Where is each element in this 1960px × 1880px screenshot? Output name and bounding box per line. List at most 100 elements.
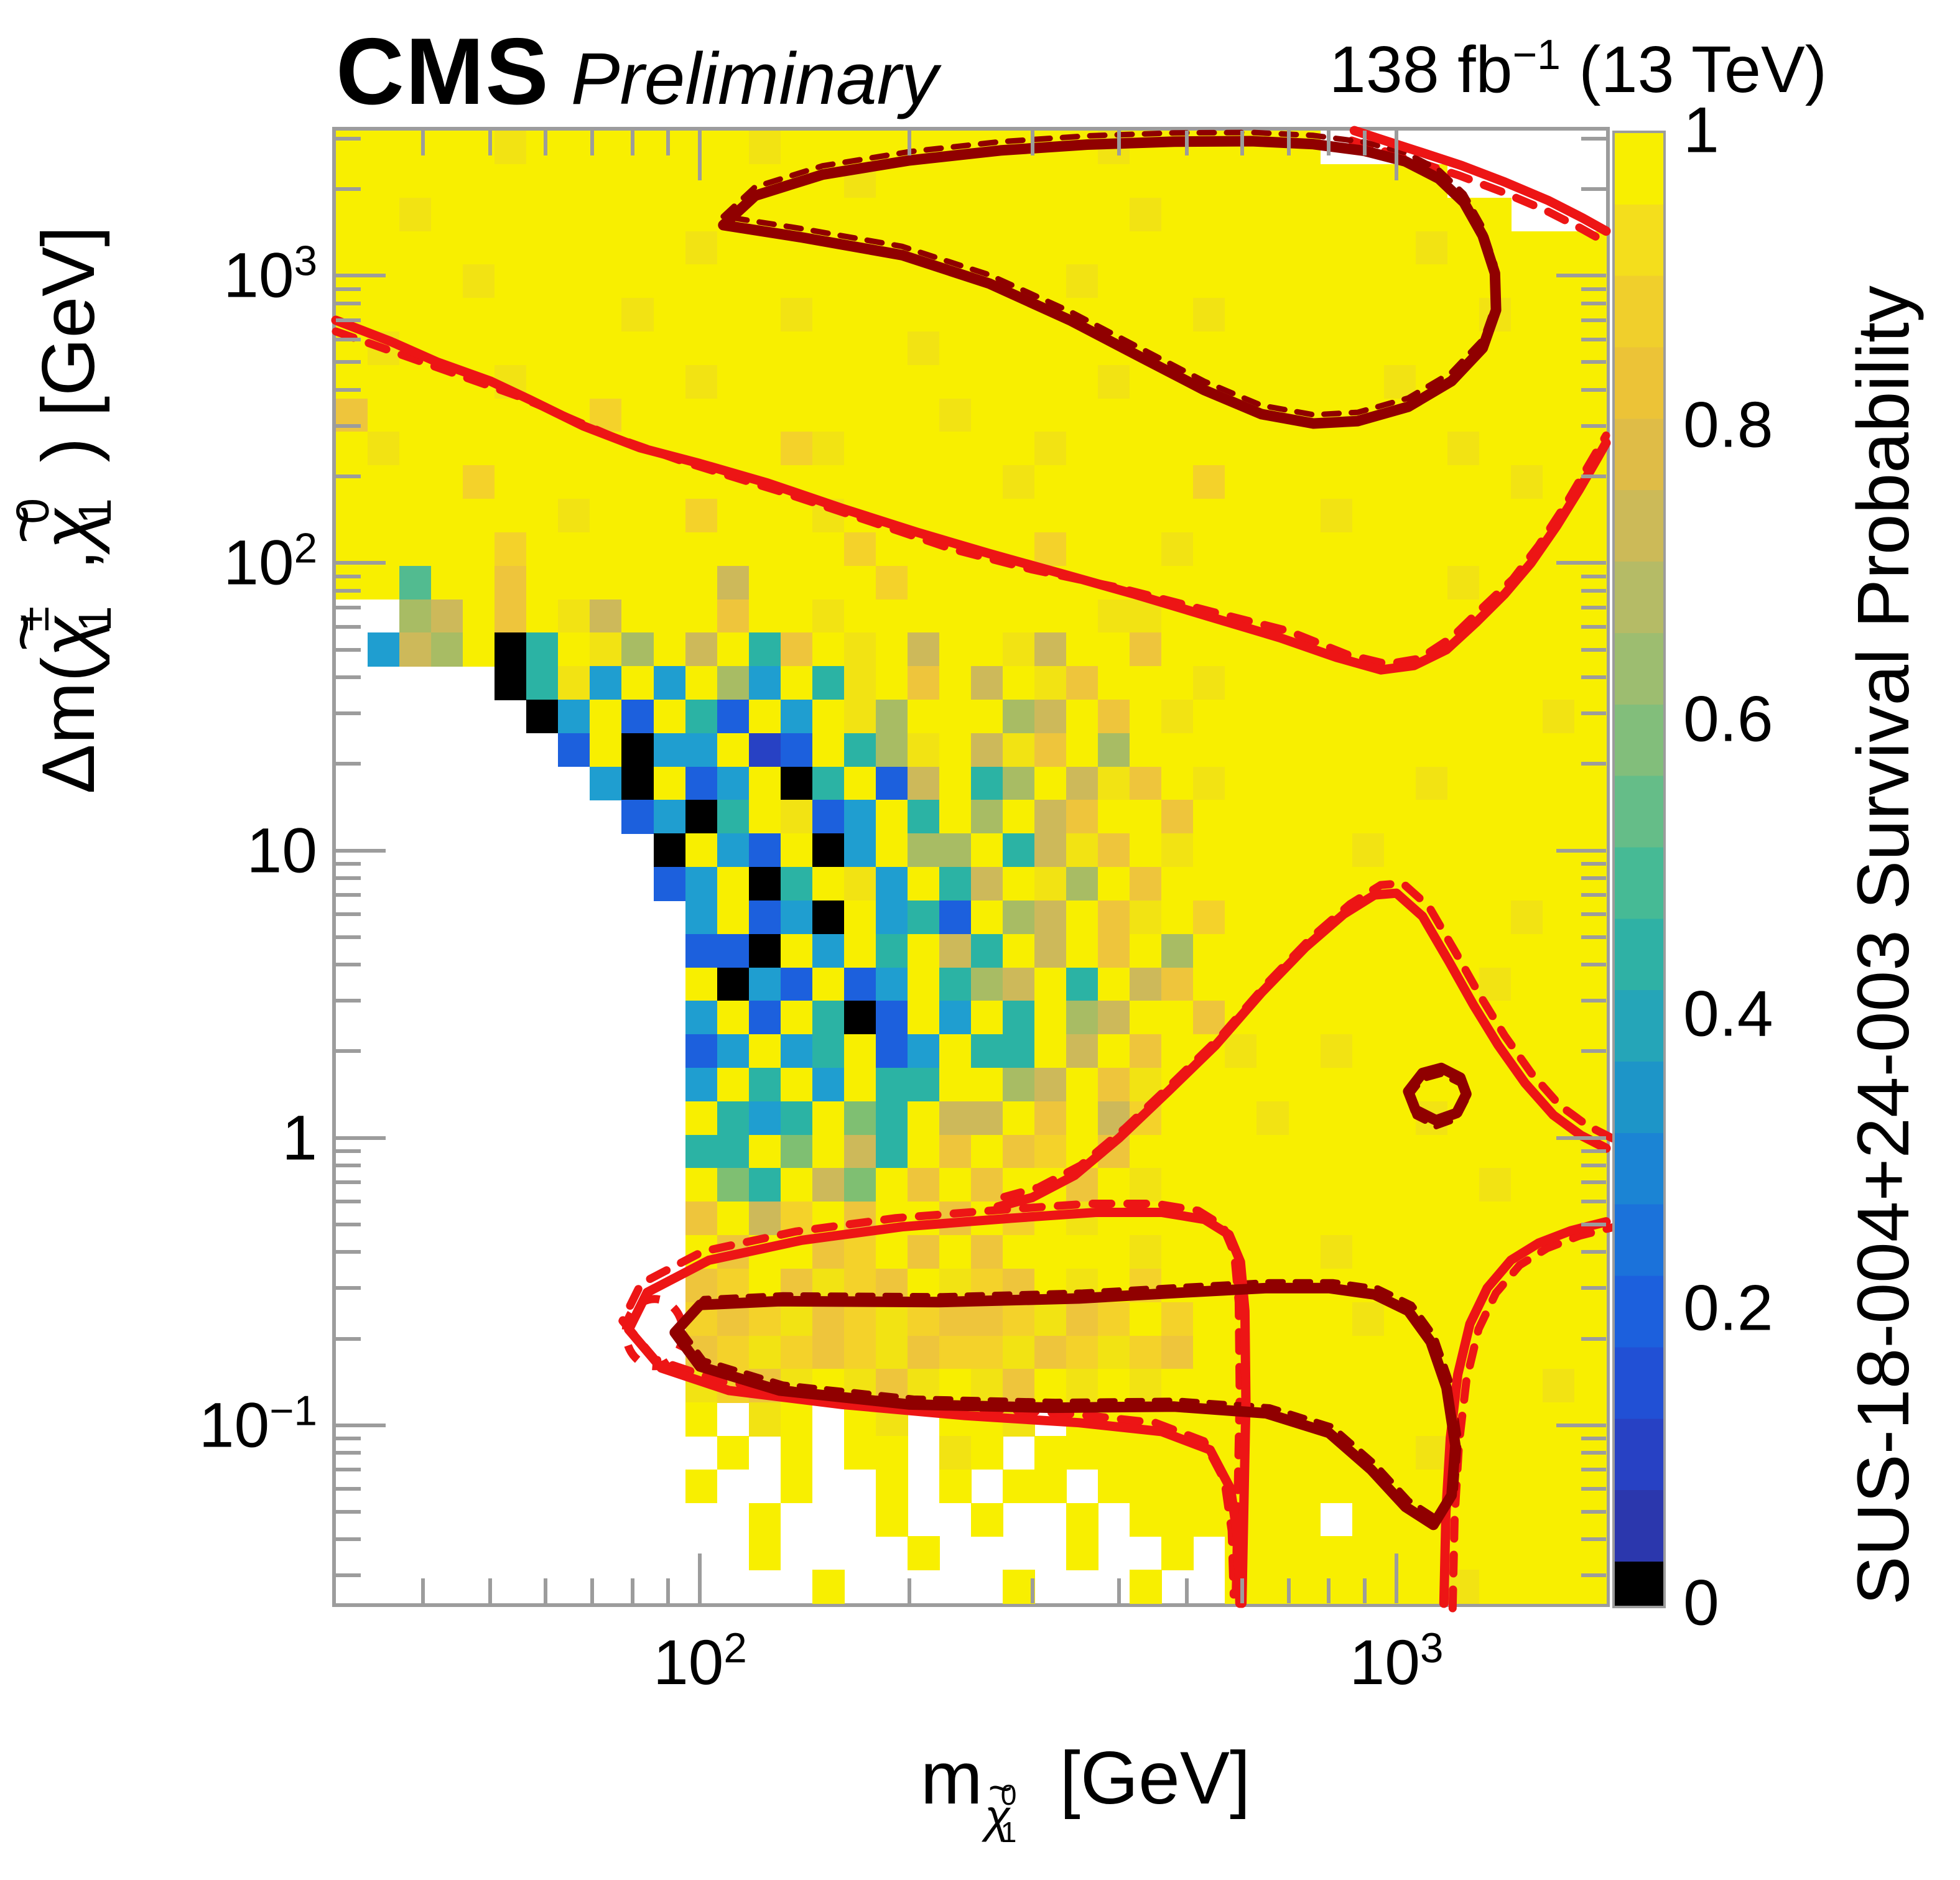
heatmap-cell bbox=[463, 231, 495, 266]
heatmap-cell bbox=[1415, 298, 1448, 332]
heatmap-cell bbox=[590, 565, 623, 600]
heatmap-cell bbox=[907, 1134, 940, 1169]
heatmap-cell bbox=[1479, 800, 1512, 834]
heatmap-cell bbox=[1288, 967, 1321, 1002]
heatmap-cell bbox=[1193, 733, 1226, 767]
heatmap-cell bbox=[1447, 1034, 1480, 1068]
heatmap-cell bbox=[653, 766, 686, 801]
heatmap-cell bbox=[1098, 833, 1130, 868]
heatmap-cell bbox=[431, 231, 463, 266]
axis-tick bbox=[1240, 131, 1244, 155]
heatmap-cell bbox=[875, 197, 908, 232]
heatmap-cell bbox=[1383, 364, 1416, 399]
heatmap-cell bbox=[1383, 231, 1416, 266]
heatmap-cell bbox=[843, 298, 876, 332]
heatmap-cell bbox=[1098, 599, 1130, 634]
heatmap-cell bbox=[368, 197, 400, 232]
heatmap-cell bbox=[1510, 933, 1543, 968]
heatmap-cell bbox=[748, 599, 781, 634]
heatmap-cell bbox=[843, 532, 876, 567]
heatmap-cell bbox=[1130, 398, 1163, 433]
heatmap-cell bbox=[1510, 432, 1543, 466]
heatmap-cell bbox=[495, 532, 527, 567]
heatmap-cell bbox=[1510, 666, 1543, 700]
axis-tick bbox=[1240, 1578, 1244, 1603]
heatmap-cell bbox=[875, 933, 908, 968]
heatmap-cell bbox=[1256, 933, 1289, 968]
axis-tick bbox=[1581, 1049, 1606, 1053]
heatmap-cell bbox=[1479, 1101, 1512, 1136]
heatmap-cell bbox=[558, 164, 591, 198]
heatmap-cell bbox=[780, 933, 813, 968]
heatmap-cell bbox=[621, 331, 654, 366]
heatmap-cell bbox=[368, 532, 400, 567]
heatmap-cell bbox=[971, 699, 1003, 734]
heatmap-cell bbox=[748, 1067, 781, 1102]
heatmap-cell bbox=[1510, 499, 1543, 533]
axis-tick bbox=[420, 131, 425, 155]
heatmap-cell bbox=[495, 164, 527, 198]
heatmap-cell bbox=[717, 1134, 750, 1169]
heatmap-cell bbox=[717, 1067, 750, 1102]
heatmap-cell bbox=[812, 532, 845, 567]
heatmap-cell bbox=[1130, 1168, 1163, 1202]
heatmap-cell bbox=[780, 1101, 813, 1136]
axis-tick bbox=[336, 1436, 361, 1440]
heatmap-cell bbox=[1130, 1034, 1163, 1068]
heatmap-cell bbox=[1542, 632, 1575, 667]
heatmap-cell bbox=[1225, 1101, 1258, 1136]
heatmap-cell bbox=[685, 933, 718, 968]
heatmap-cell bbox=[717, 967, 750, 1002]
heatmap-cell bbox=[971, 632, 1003, 667]
heatmap-cell bbox=[780, 699, 813, 734]
heatmap-cell bbox=[843, 465, 876, 499]
heatmap-cell bbox=[843, 867, 876, 901]
axis-tick bbox=[1581, 1537, 1606, 1542]
heatmap-cell bbox=[558, 298, 591, 332]
exclusion-contours bbox=[331, 126, 1619, 1613]
axis-tick bbox=[1581, 762, 1606, 766]
heatmap-cell bbox=[717, 867, 750, 901]
axis-tick bbox=[590, 1578, 594, 1603]
heatmap-cell bbox=[1510, 465, 1543, 499]
heatmap-cell bbox=[368, 164, 400, 198]
heatmap-cell bbox=[939, 867, 972, 901]
heatmap-cell bbox=[812, 733, 845, 767]
heatmap-cell bbox=[939, 632, 972, 667]
axis-tick bbox=[666, 131, 671, 155]
axis-tick bbox=[336, 1049, 361, 1053]
heatmap-cell bbox=[1193, 432, 1226, 466]
heatmap-cell bbox=[1479, 1134, 1512, 1169]
heatmap-cell bbox=[1130, 164, 1163, 198]
heatmap-cell bbox=[1034, 800, 1067, 834]
heatmap-cell bbox=[1288, 867, 1321, 901]
heatmap-cell bbox=[590, 364, 623, 399]
axis-tick bbox=[1581, 624, 1606, 629]
heatmap-cell bbox=[621, 565, 654, 600]
heatmap-cell bbox=[748, 1134, 781, 1169]
heatmap-cell bbox=[1066, 231, 1098, 266]
heatmap-cell bbox=[1256, 1168, 1289, 1202]
heatmap-cell bbox=[526, 632, 559, 667]
heatmap-cell bbox=[1256, 733, 1289, 767]
heatmap-cell bbox=[1320, 465, 1353, 499]
heatmap-cell bbox=[1066, 499, 1098, 533]
heatmap-cell bbox=[1288, 1001, 1321, 1035]
heatmap-cell bbox=[748, 933, 781, 968]
heatmap-cell bbox=[748, 666, 781, 700]
preliminary-label: Preliminary bbox=[570, 38, 938, 120]
heatmap-cell bbox=[1003, 867, 1035, 901]
heatmap-cell bbox=[1574, 733, 1607, 767]
heatmap-cell bbox=[939, 499, 972, 533]
y-tick-label: 10 bbox=[246, 815, 317, 886]
heatmap-cell bbox=[590, 231, 623, 266]
heatmap-cell bbox=[717, 833, 750, 868]
heatmap-cell bbox=[621, 599, 654, 634]
axis-tick bbox=[336, 1451, 361, 1455]
heatmap-cell bbox=[717, 565, 750, 600]
heatmap-cell bbox=[1034, 766, 1067, 801]
heatmap-cell bbox=[1034, 197, 1067, 232]
axis-tick bbox=[1581, 1468, 1606, 1472]
heatmap-cell bbox=[939, 933, 972, 968]
heatmap-cell bbox=[748, 632, 781, 667]
